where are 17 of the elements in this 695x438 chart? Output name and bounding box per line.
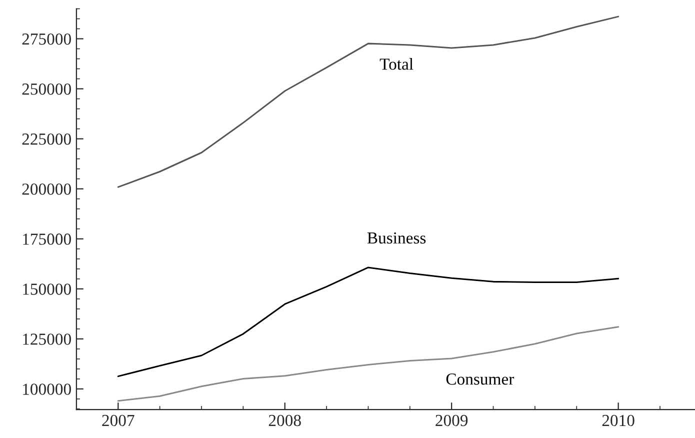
x-tick-label: 2010: [602, 414, 634, 426]
y-tick-label: 200000: [22, 184, 71, 195]
series-label: Total: [380, 58, 414, 70]
y-tick-label: 250000: [22, 83, 71, 95]
y-tick-label: 175000: [23, 234, 71, 245]
y-tick-label: 275000: [22, 33, 71, 45]
x-tick-label: 2009: [436, 414, 468, 426]
line-series: [117, 326, 620, 402]
series-label: Business: [367, 232, 426, 244]
y-tick-label: 150000: [23, 284, 71, 295]
line-series: [117, 16, 620, 188]
y-tick-label: 125000: [23, 334, 71, 345]
y-tick-label: 100000: [23, 384, 71, 395]
y-tick-label: 225000: [22, 134, 71, 145]
x-tick-label: 2007: [102, 414, 134, 426]
series-label: Consumer: [446, 374, 514, 385]
x-tick-label: 2008: [268, 414, 301, 426]
